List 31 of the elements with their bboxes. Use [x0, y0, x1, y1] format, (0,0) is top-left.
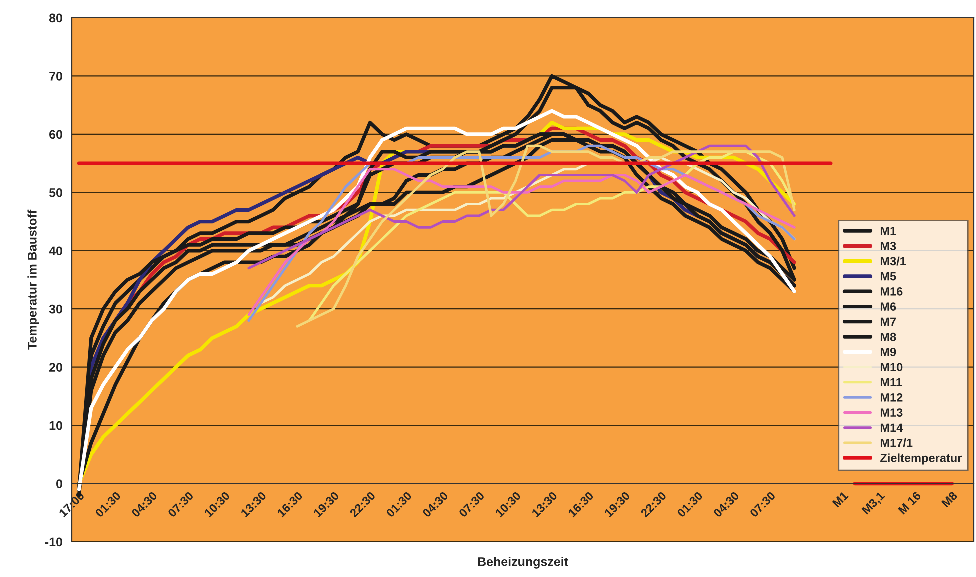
legend-label: M8 — [880, 332, 896, 342]
legend-label: M13 — [880, 408, 903, 417]
legend-label: M11 — [880, 378, 902, 387]
legend-label: M14 — [880, 424, 904, 432]
y-tick-label: 30 — [49, 304, 62, 314]
legend-label: M1 — [880, 227, 896, 236]
legend-label: M3/1 — [880, 256, 906, 266]
x-tick-label: M1 — [832, 491, 849, 508]
legend-label: M6 — [880, 302, 896, 311]
y-tick-label: 20 — [50, 363, 62, 372]
y-tick-label: 60 — [50, 130, 62, 140]
y-tick-label: 0 — [56, 480, 62, 488]
legend-label: M10 — [880, 363, 903, 372]
x-tick-label: M8 — [941, 491, 958, 508]
x-tick-label: M 16 — [898, 491, 922, 515]
legend-label: M5 — [880, 272, 896, 281]
legend-label: M17/1 — [880, 438, 913, 448]
legend-label: M16 — [880, 287, 903, 296]
x-axis-title: Beheizungszeit — [478, 557, 568, 569]
legend-label: M12 — [880, 393, 903, 402]
y-tick-label: 40 — [49, 246, 62, 256]
y-tick-label: 70 — [50, 72, 62, 81]
legend-label: M3 — [880, 242, 896, 250]
legend-label: M9 — [880, 348, 896, 356]
y-tick-label: 80 — [49, 14, 62, 23]
legend-label: Zieltemperatur — [880, 454, 962, 465]
y-tick-label: 10 — [50, 421, 62, 430]
y-tick-label: -10 — [45, 538, 62, 547]
y-axis-title: Temperatur im Baustoff — [28, 210, 40, 350]
legend-label: M7 — [880, 318, 896, 326]
y-tick-label: 50 — [49, 188, 62, 198]
